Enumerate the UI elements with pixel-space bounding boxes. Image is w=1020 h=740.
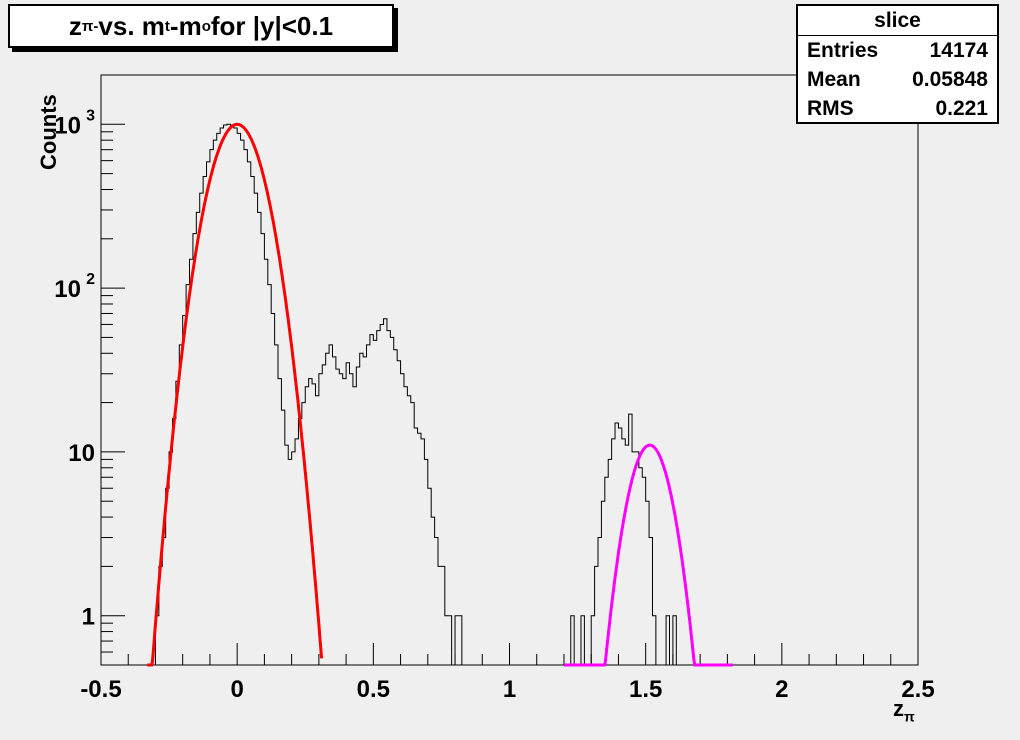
stats-label: Entries xyxy=(807,39,879,62)
chart-title: z π- vs. m t -m o for |y|<0.1 xyxy=(8,4,394,48)
x-axis-title: zπ xyxy=(893,696,915,724)
stats-row-rms: RMS 0.221 xyxy=(798,94,997,123)
fit-curve-fit1 xyxy=(147,122,324,667)
y-tick-exponent: 3 xyxy=(86,107,95,124)
y-tick-label: 10 xyxy=(54,276,81,303)
x-axis-title-sub: π xyxy=(904,708,915,725)
title-sub-o: o xyxy=(201,17,211,35)
histogram-line xyxy=(154,123,684,666)
title-vs-m: vs. m xyxy=(98,10,165,41)
y-tick-label: 10 xyxy=(54,112,81,139)
x-tick-label: 1 xyxy=(503,676,516,703)
stats-value: 0.05848 xyxy=(912,68,988,91)
stats-row-entries: Entries 14174 xyxy=(798,36,997,65)
y-tick-exponent: 2 xyxy=(86,271,95,288)
stats-value: 0.221 xyxy=(935,97,988,120)
y-axis-title: Counts xyxy=(36,94,62,170)
x-tick-label: 2 xyxy=(775,676,788,703)
x-tick-label: 0 xyxy=(230,676,243,703)
stats-value: 14174 xyxy=(929,39,988,62)
stats-label: Mean xyxy=(807,68,861,91)
stats-label: RMS xyxy=(807,97,854,120)
stats-row-mean: Mean 0.05848 xyxy=(798,65,997,94)
plot-area xyxy=(100,74,919,666)
x-tick-label: -0.5 xyxy=(80,676,121,703)
stats-name: slice xyxy=(798,6,997,36)
y-tick-label: 10 xyxy=(68,440,95,467)
y-axis-title-text: Counts xyxy=(36,94,61,170)
x-tick-label: 2.5 xyxy=(901,676,934,703)
title-cut: for |y|<0.1 xyxy=(210,10,334,41)
x-axis-title-text: z xyxy=(893,696,904,721)
title-minus-m: -m xyxy=(169,10,202,41)
x-tick-label: 1.5 xyxy=(629,676,662,703)
x-tick-label: 0.5 xyxy=(357,676,390,703)
title-z: z xyxy=(68,10,82,41)
title-sub-pi: π- xyxy=(81,17,99,35)
fit-curve-fit2 xyxy=(564,443,733,667)
title-sub-t: t xyxy=(164,17,170,35)
stats-box: slice Entries 14174 Mean 0.05848 RMS 0.221 xyxy=(796,4,999,124)
y-tick-label: 1 xyxy=(82,604,95,631)
